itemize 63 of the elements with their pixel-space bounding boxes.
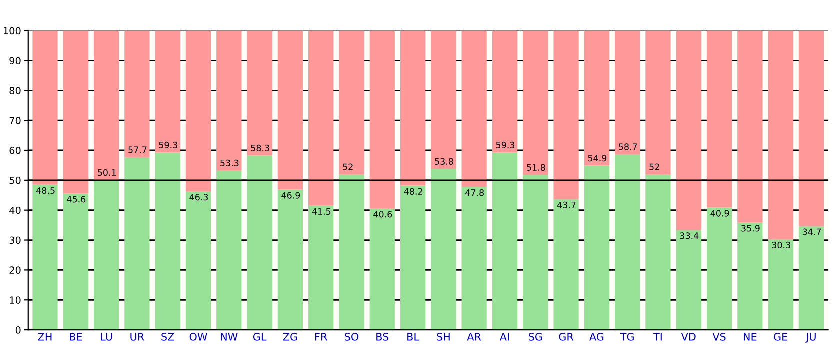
y-tick-label: 10: [10, 296, 21, 304]
x-tick-label: SG: [528, 333, 542, 341]
x-tick-label: SH: [437, 333, 450, 341]
x-tick-label: ZG: [283, 333, 298, 341]
x-tick-label: AG: [589, 333, 604, 341]
data-label: 57.7: [128, 146, 147, 154]
y-tick-label: 100: [4, 27, 21, 35]
x-tick-label: GL: [253, 333, 267, 341]
x-tick-label: AR: [467, 333, 482, 341]
x-tick-label: SZ: [162, 333, 174, 341]
x-tick-label: FR: [315, 333, 328, 341]
x-tick-label: NW: [221, 333, 238, 341]
x-tick-label: LU: [101, 333, 112, 341]
x-tick-label: UR: [130, 333, 144, 341]
data-label: 45.6: [67, 196, 86, 203]
x-tick-label: OW: [190, 333, 208, 341]
x-tick-label: ZH: [38, 333, 52, 341]
y-tick-label: 60: [10, 146, 21, 154]
data-label: 48.2: [404, 188, 422, 195]
y-tick-label: 90: [10, 57, 21, 65]
x-tick-label: SO: [345, 333, 359, 341]
data-label: 34.7: [802, 228, 822, 236]
data-label: 30.3: [772, 242, 790, 249]
x-tick-label: JU: [806, 333, 816, 343]
x-tick-label: BS: [376, 333, 389, 341]
data-label: 54.9: [588, 155, 607, 162]
y-tick-label: 70: [10, 117, 21, 124]
data-label: 35.9: [742, 225, 760, 232]
y-tick-label: 0: [16, 326, 21, 334]
x-tick-label: BE: [70, 333, 82, 341]
data-label: 52: [650, 164, 660, 170]
data-label: 59.3: [159, 142, 178, 149]
data-label: 33.4: [680, 232, 699, 240]
data-label: 52: [343, 164, 353, 170]
data-label: 41.5: [312, 208, 331, 216]
data-label: 46.9: [282, 192, 300, 199]
y-tick-label: 40: [10, 206, 21, 214]
data-label: 53.3: [220, 160, 239, 166]
data-label: 58.7: [619, 144, 638, 150]
x-tick-label: BL: [408, 333, 420, 341]
data-label: 53.8: [435, 158, 454, 165]
data-label: 59.3: [496, 142, 515, 149]
x-tick-label: VS: [712, 333, 726, 341]
data-label: 47.8: [466, 190, 484, 196]
x-tick-label: NE: [744, 333, 757, 341]
data-label: 46.3: [190, 194, 208, 201]
data-label: 43.7: [558, 202, 576, 208]
x-tick-label: AI: [500, 333, 510, 341]
data-label: 50.1: [98, 169, 116, 176]
y-tick-label: 50: [10, 176, 21, 184]
y-tick-label: 30: [10, 236, 21, 244]
data-label: 48.5: [36, 187, 55, 194]
x-tick-label: VD: [681, 333, 696, 341]
x-tick-label: GR: [559, 333, 574, 341]
x-tick-label: TG: [620, 333, 634, 341]
x-tick-label: GE: [774, 333, 788, 341]
data-label: 40.6: [374, 211, 392, 218]
y-tick-label: 80: [10, 87, 21, 94]
data-label: 51.8: [527, 164, 546, 171]
data-label: 58.3: [251, 144, 270, 152]
x-tick-label: TI: [653, 333, 662, 341]
data-label: 40.9: [710, 210, 730, 217]
y-tick-label: 20: [10, 266, 21, 274]
